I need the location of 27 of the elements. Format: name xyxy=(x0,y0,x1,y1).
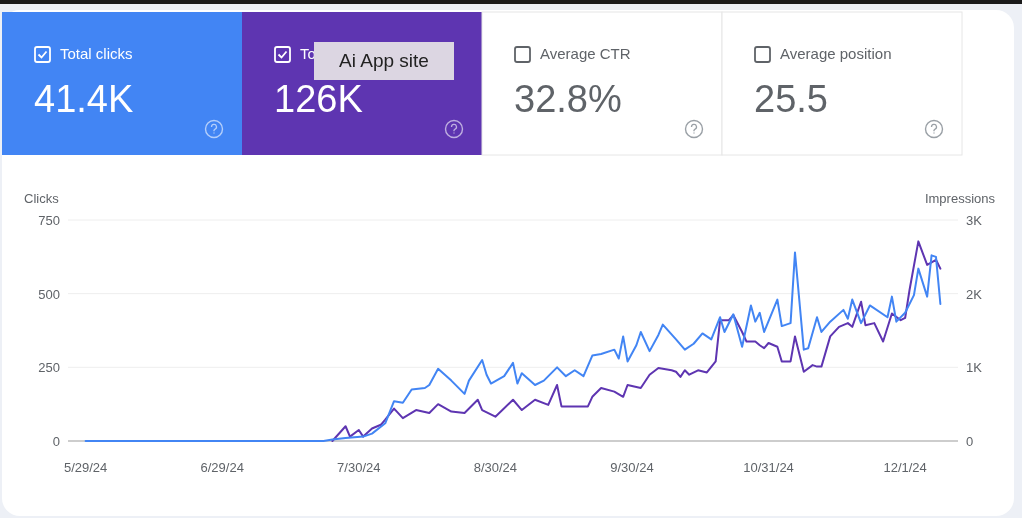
x-tick-label: 9/30/24 xyxy=(610,460,654,475)
text: 32.8% xyxy=(514,78,622,120)
y-tick-label: 750 xyxy=(38,213,60,228)
x-tick-label: 10/31/24 xyxy=(743,460,794,475)
y-tick-label: 250 xyxy=(38,360,60,376)
y2-tick-label: 1K xyxy=(966,360,983,376)
text: Total clicks xyxy=(60,45,133,62)
text: 126K xyxy=(274,78,363,120)
x-tick-label: 8/30/24 xyxy=(473,460,518,475)
x-tick-label: 5/29/24 xyxy=(63,460,108,475)
y2-tick-label: 0 xyxy=(966,434,974,449)
text: Ai App site xyxy=(339,50,429,71)
text: Average CTR xyxy=(540,45,631,62)
x-tick-label: 12/1/24 xyxy=(883,460,927,475)
line-series xyxy=(84,251,942,442)
text: 25.5 xyxy=(754,78,828,120)
x-tick-label: 6/29/24 xyxy=(200,460,244,475)
y-axis-title: Clicks xyxy=(24,191,60,206)
y-tick-label: 0 xyxy=(52,434,60,449)
line-series xyxy=(331,240,942,442)
y2-tick-label: 2K xyxy=(966,286,983,302)
text: Average position xyxy=(780,45,892,62)
x-tick-label: 7/30/24 xyxy=(337,460,381,475)
y2-tick-label: 3K xyxy=(966,213,983,228)
y2-axis-title: Impressions xyxy=(924,191,996,206)
text: 41.4K xyxy=(34,78,134,120)
y-tick-label: 500 xyxy=(38,286,60,302)
